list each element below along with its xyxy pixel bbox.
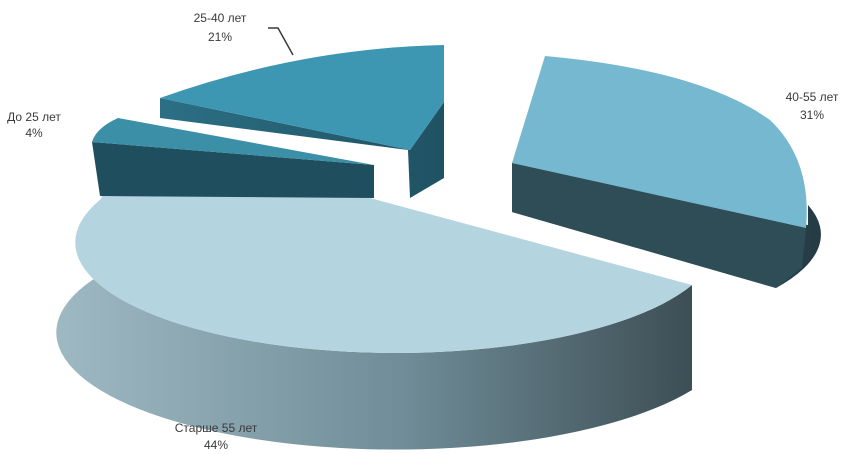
slice-under-25 — [92, 118, 374, 198]
label-under-25: До 25 лет 4% — [7, 110, 61, 140]
label-older-55-value: 44% — [204, 438, 228, 452]
label-25-40: 25-40 лет 21% — [194, 11, 247, 44]
label-older-55-name: Старше 55 лет — [175, 421, 258, 435]
slice-older-55 — [56, 180, 692, 450]
slice-under-25-top — [92, 118, 374, 165]
label-40-55-value: 31% — [800, 108, 824, 122]
slice-25-40-side — [160, 98, 444, 198]
slice-under-25-side — [92, 142, 374, 198]
label-25-40-name: 25-40 лет — [194, 11, 247, 25]
slice-25-40 — [160, 45, 444, 198]
label-older-55: Старше 55 лет 44% — [175, 421, 258, 452]
label-40-55: 40-55 лет 31% — [786, 90, 839, 122]
label-under-25-value: 4% — [25, 126, 43, 140]
label-25-40-value: 21% — [208, 30, 232, 44]
slice-40-55 — [512, 56, 821, 288]
slice-25-40-top — [160, 45, 444, 150]
label-40-55-name: 40-55 лет — [786, 90, 839, 104]
label-under-25-name: До 25 лет — [7, 110, 61, 124]
slice-40-55-side-back — [512, 163, 806, 288]
label-leader-line — [268, 27, 294, 56]
slice-older-55-top — [75, 180, 692, 353]
slice-40-55-top — [512, 56, 807, 228]
slice-older-55-side — [56, 200, 692, 450]
